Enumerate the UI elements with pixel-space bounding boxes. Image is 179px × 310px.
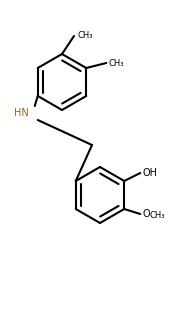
Text: OH: OH xyxy=(142,168,157,178)
Text: HN: HN xyxy=(14,108,29,118)
Text: CH₃: CH₃ xyxy=(77,30,93,39)
Text: O: O xyxy=(142,209,150,219)
Text: CH₃: CH₃ xyxy=(108,59,124,68)
Text: CH₃: CH₃ xyxy=(149,210,165,219)
